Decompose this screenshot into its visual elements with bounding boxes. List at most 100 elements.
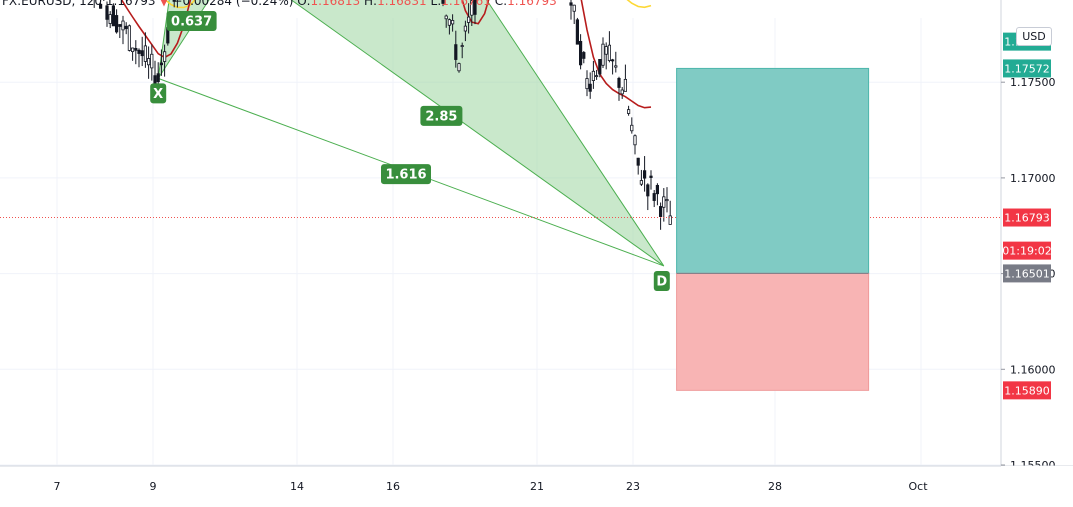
candle-body [652,193,656,201]
pattern-annotations: XABCD0.6370.8312.851.616 [150,11,670,291]
point-label-d-text: D [656,274,667,289]
currency-button[interactable]: USD [1016,27,1052,46]
candle-body [441,0,445,4]
symbol-name[interactable]: FX:EURUSD, 120 [2,0,103,8]
time-tick-label: 16 [386,480,400,493]
ratio-bd-text: 2.85 [425,109,457,124]
candle-body [614,65,618,68]
ratio-xd-bg [381,164,431,185]
profit-zone [676,67,870,274]
candle-body [450,20,455,25]
candle-body [105,5,109,20]
ratio-xb-bg [166,11,217,32]
candle-body [172,0,176,2]
candle-body [134,48,138,51]
candle-body [611,59,615,62]
price-label-text: 1.15890 [1004,384,1050,397]
price-label-text: 01:19:02 [1002,245,1051,258]
candle-body [454,44,458,60]
candle-body [659,206,663,217]
price-label: 1.16501 [1003,264,1051,283]
candle-body [159,62,163,66]
candle-body [649,175,653,178]
time-tick-label: 28 [768,480,782,493]
candle-body [111,5,115,27]
price-label: 1.16793 [1003,208,1051,227]
low-label: L: [430,0,442,8]
candle-body [460,45,464,47]
candle-body [130,47,135,53]
candle-body [646,184,650,197]
price-label-bg [1003,59,1051,78]
candle-body [588,83,592,92]
candle-body [124,25,128,30]
long-position-tool[interactable] [676,67,870,391]
candle-body [639,180,644,185]
candle-body [655,184,660,195]
candle-body [662,196,666,208]
candle-body [627,109,631,114]
candle-body [668,215,672,225]
harmonic-pattern[interactable] [157,0,665,267]
ratio-xb-text: 0.637 [171,15,212,30]
open-value: 1.16813 [310,0,361,8]
candle-body [140,50,144,57]
candle-body [633,135,637,146]
candle-body [601,43,605,66]
candle-body [146,58,151,66]
candle-body [99,3,103,9]
candle-body [127,25,131,51]
axis-corner [1001,466,1073,507]
price-axis[interactable]: 1.155001.160001.165001.170001.175001.180… [1000,0,1056,472]
high-value: 1.16831 [377,0,427,8]
candle-body [466,16,471,23]
time-tick-label: 7 [54,480,61,493]
price-tick-label: 1.17000 [1010,172,1056,185]
candle-body [121,20,125,31]
ratio-xd-text: 1.616 [385,168,426,183]
candle-body [579,40,583,66]
time-axis[interactable]: 7 9 14 16 21 23 28 Oct [0,465,1073,507]
candle-body [636,157,640,166]
candle-body [457,63,461,72]
price-tick-label: 1.17500 [1010,76,1056,89]
candle-body [591,70,596,81]
candle-body [575,19,580,45]
price-label-bg [1003,264,1051,283]
time-tick-label: 23 [626,480,640,493]
close-value: 1.16793 [507,0,557,8]
point-label-x-bg [150,83,167,104]
price-label-text: 1.17572 [1004,62,1050,75]
candle-body [607,44,612,61]
point-label-d-bg [653,270,670,291]
price-label: 1.17572 [1003,59,1051,78]
candle-body [108,14,112,24]
time-tick-label: 21 [530,480,544,493]
candle-body [473,0,477,15]
candle-body [569,2,573,6]
candle-body [118,24,122,27]
ratio-xd: 1.616 [381,164,431,185]
price-label-bg [1003,208,1051,227]
ratio-bd-bg [420,105,463,126]
close-label: C: [494,0,508,8]
open-label: O: [297,0,311,8]
price-label-text: 1.16501 [1004,267,1050,280]
price-label-bg [1003,381,1051,400]
candle-body [150,53,154,69]
candle-body [620,89,624,95]
candle-body [463,25,468,32]
ratio-bd: 2.85 [420,105,463,126]
point-label-x: X [150,83,167,104]
price-tick-label: 1.16000 [1010,363,1056,376]
price-label-bg [1003,241,1051,260]
candle-body [598,59,602,75]
time-tick-label: 14 [290,480,304,493]
candle-body [617,77,621,88]
price-change: −0.00284 (−0.24%) [172,0,294,8]
last-price: 1.16793 [105,0,156,8]
high-label: H: [363,0,378,8]
candle-body [665,199,669,202]
down-arrow-icon: ▼ [159,0,169,8]
